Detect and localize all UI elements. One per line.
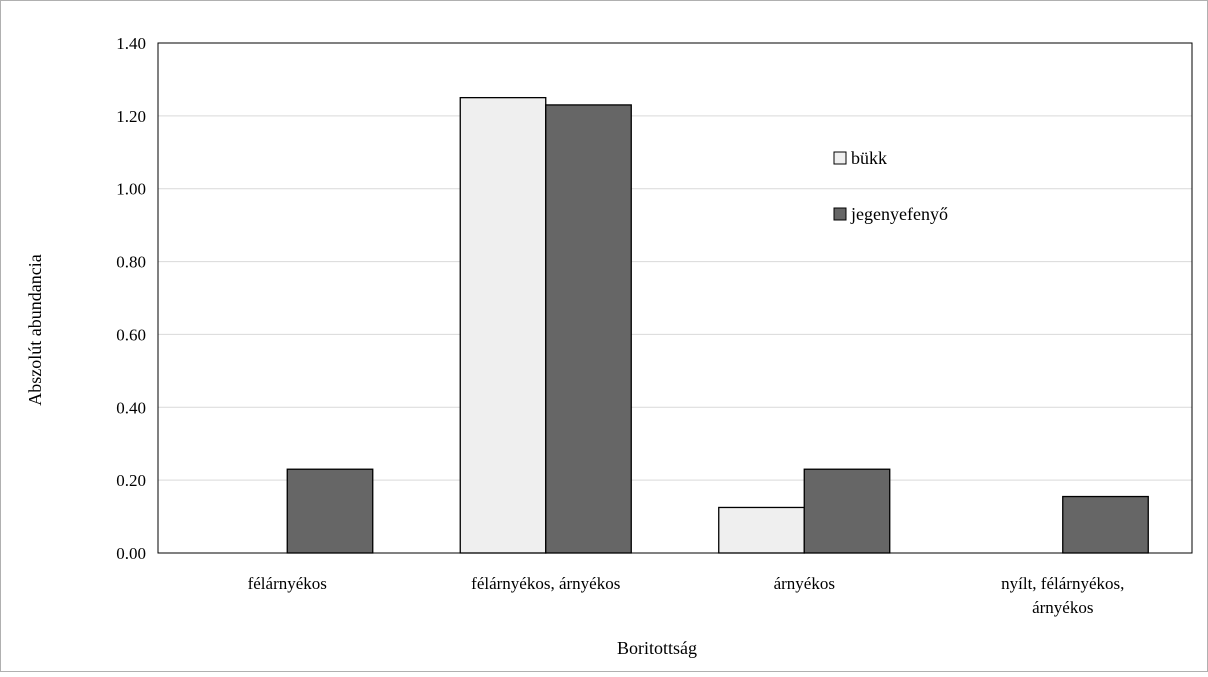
bar-jegenyefenyo [1062, 495, 1149, 554]
x-tick-labels: félárnyékos félárnyékos, árnyékos árnyékos… [248, 574, 1125, 617]
bar-bukk [718, 506, 805, 554]
y-tick-label: 1.00 [116, 180, 146, 199]
y-tick-label: 0.60 [116, 325, 146, 344]
x-tick-label: nyílt, félárnyékos, [1001, 574, 1124, 593]
x-axis-title: Boritottság [617, 638, 697, 658]
legend: bükk jegenyefenyő [833, 148, 948, 224]
y-tick-label: 1.20 [116, 107, 146, 126]
bar-jegenyefenyo [545, 104, 632, 554]
plot-area-border [157, 42, 1193, 554]
bars [286, 96, 1149, 554]
y-axis-title: Abszolút abundancia [25, 254, 45, 405]
legend-swatch [833, 151, 847, 165]
y-tick-label: 0.00 [116, 544, 146, 563]
x-tick-label: árnyékos [1032, 598, 1093, 617]
legend-label: jegenyefenyő [850, 204, 948, 224]
y-tick-label: 0.40 [116, 398, 146, 417]
y-tick-label: 1.40 [116, 34, 146, 53]
legend-swatch [833, 207, 847, 221]
bar-jegenyefenyo [286, 468, 374, 554]
bar-jegenyefenyo [803, 468, 891, 554]
plot-frame [157, 42, 1193, 554]
legend-label: bükk [851, 148, 887, 168]
x-tick-label: félárnyékos [248, 574, 327, 593]
bar-bukk [459, 96, 547, 554]
x-tick-label: árnyékos [774, 574, 835, 593]
x-tick-label: félárnyékos, árnyékos [471, 574, 620, 593]
y-tick-labels: 0.00 0.20 0.40 0.60 0.80 1.00 1.20 1.40 [116, 34, 146, 563]
y-tick-label: 0.80 [116, 253, 146, 272]
y-tick-label: 0.20 [116, 471, 146, 490]
